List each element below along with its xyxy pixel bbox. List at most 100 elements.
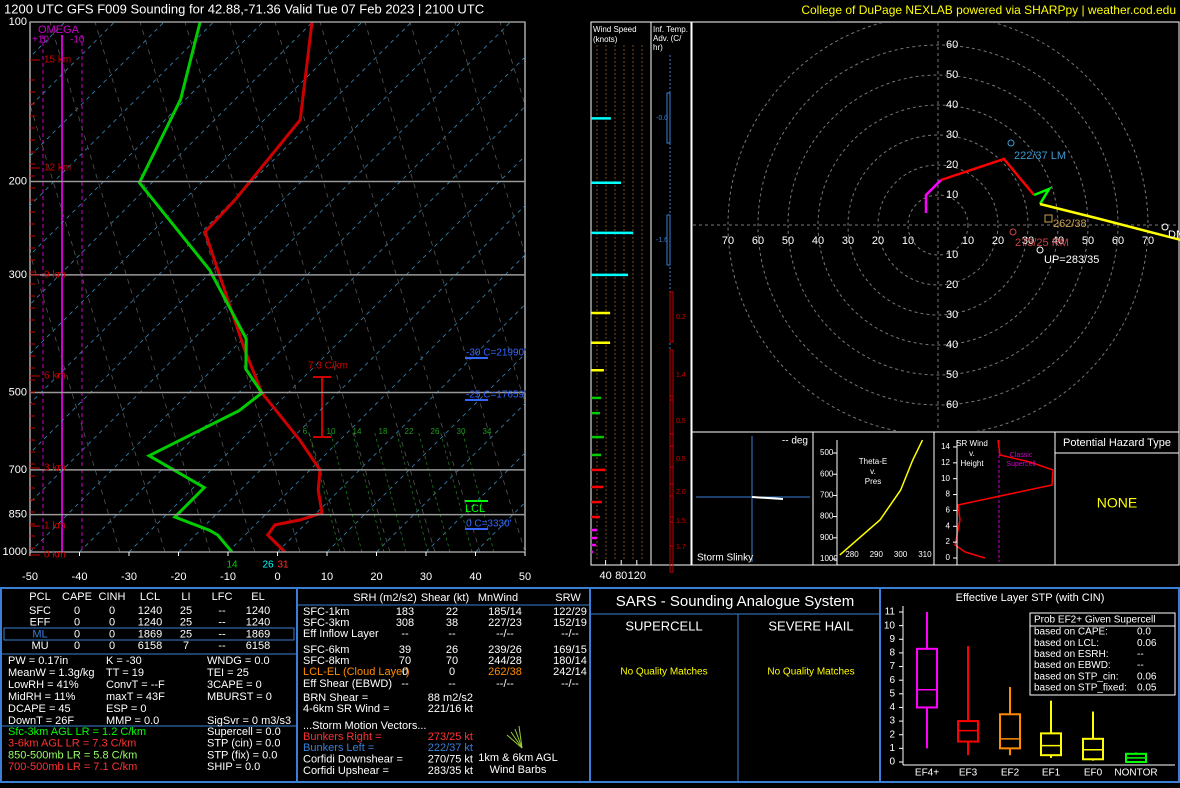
table-cell: 1240 [246,605,270,617]
ring [907,194,969,256]
isotherm [30,22,363,355]
panel-title: Height [960,459,984,468]
prob-label: based on STP_cin: [1034,671,1119,682]
level-label: -25 C=17659' [466,390,526,401]
hazard-title: Potential Hazard Type [1063,437,1171,449]
x-tick-label: -20 [171,571,187,583]
isotherm [30,22,511,504]
title: 1200 UTC GFS F009 Sounding for 42.88,-71… [4,1,484,16]
lapse-rate: 850-500mb LR = 5.8 C/km [8,749,137,761]
hodo-annotation: 273/25 RM [1015,237,1069,249]
x-tick-label: EF4+ [915,768,939,779]
y-tick-label: 9 [889,634,895,645]
panel-title: v. [870,467,876,476]
ring-label: 20 [946,159,958,171]
row-label: SFC-3km [303,617,349,629]
dry-adiabat [229,22,391,552]
table-cell: 0 [74,628,80,640]
lcl-label: LCL [465,503,485,515]
table-header: LFC [212,591,233,603]
isotherm [30,22,412,405]
hodograph-plot: 10 10 20 20 30 30 40 40 50 50 60 60 70 70 10 10 20 20 30 30… [693,23,1180,431]
isotherm [30,56,525,552]
lapse-rate: 3-6km AGL LR = 7.3 C/km [8,738,136,750]
advection-value: 1.4 [676,372,686,379]
barb-icon [510,731,523,749]
table-cell: 152/19 [553,617,587,629]
row-label: 4-6km SR Wind = [303,703,390,715]
height-label: 12 km [44,163,71,174]
ring-label: 70 [722,235,734,247]
composite: Supercell = 0.0 [207,726,281,738]
y-tick-label: 900 [820,533,834,542]
storm-marker [1007,139,1015,147]
panel-title: SR Wind [956,439,988,448]
table-cell: 25 [180,617,192,629]
prob-value: 0.05 [1137,683,1157,694]
row-value: 222/37 kt [428,742,473,754]
row-label: SFC-8km [303,655,349,667]
panel-title: Pres [865,477,881,486]
skewt-plot [30,22,525,552]
level-label: -30 C=21990' [466,348,526,359]
row-label: SFC-6km [303,644,349,656]
table-cell: 239/26 [488,644,522,656]
theta-profile [839,439,924,556]
prob-label: based on EBWD: [1034,660,1111,671]
table-cell: 22 [446,606,458,618]
omega-label: -10 [70,35,85,46]
table-header: SRH (m2/s2) [353,592,417,604]
y-tick-label: 7 [889,661,895,672]
prob-value: 0.06 [1137,671,1157,682]
ring-label: 20 [992,235,1004,247]
note: Wind Barbs [490,764,547,776]
table-cell: --/-- [496,628,514,640]
y-tick-label: 500 [9,386,27,398]
level-label: 0 C=3330' [466,519,512,530]
y-tick-label: 700 [9,464,27,476]
index: SigSvr = 0 m3/s3 [207,715,291,727]
index: ESP = 0 [106,703,146,715]
row-value: 273/25 kt [428,731,473,743]
index: ConvT = --F [106,679,165,691]
storm-marker [1044,214,1053,223]
table-cell: -- [218,605,226,617]
index: WNDG = 0.0 [207,655,270,667]
table-cell: 0 [109,617,115,629]
note: Supercell [1006,461,1036,468]
hodo-trace [1039,202,1180,242]
dry-adiabat [30,252,121,552]
y-tick-label: 0 [946,553,951,562]
table-cell: 1869 [246,628,270,640]
y-tick-label: 200 [9,175,27,187]
table-cell: 308 [396,617,414,629]
y-tick-label: 1000 [820,554,838,563]
temperature-profile [203,22,324,552]
y-tick-label: 14 [941,442,950,451]
table-cell: 242/14 [553,666,587,678]
table-cell: 70 [399,655,411,667]
table-cell: -- [401,628,409,640]
table-cell: --/-- [561,628,579,640]
mixing-ratio-label: 18 [379,427,388,436]
prob-label: based on ESRH: [1034,649,1109,660]
hodo-annotation: 222/37 LM [1014,150,1066,162]
table-cell: 1240 [138,605,162,617]
storm-marker [1161,223,1169,231]
slinky-trace [751,496,784,500]
index: DownT = 26F [8,715,74,727]
dry-adiabat [454,22,525,256]
isotherm [30,22,214,207]
table-header: MnWind [478,592,518,604]
y-tick-label: 600 [820,469,834,478]
table-header: CAPE [62,591,92,603]
prob-value: -- [1137,649,1144,660]
table-header: LCL [140,591,160,603]
table-header: EL [251,591,264,603]
index: MBURST = 0 [207,691,272,703]
dry-adiabat [409,22,525,405]
y-tick-label: 6 [889,675,895,686]
x-tick-label: 10 [321,571,333,583]
mixing-ratio-label: 14 [353,427,362,436]
ring-label: 10 [962,235,974,247]
